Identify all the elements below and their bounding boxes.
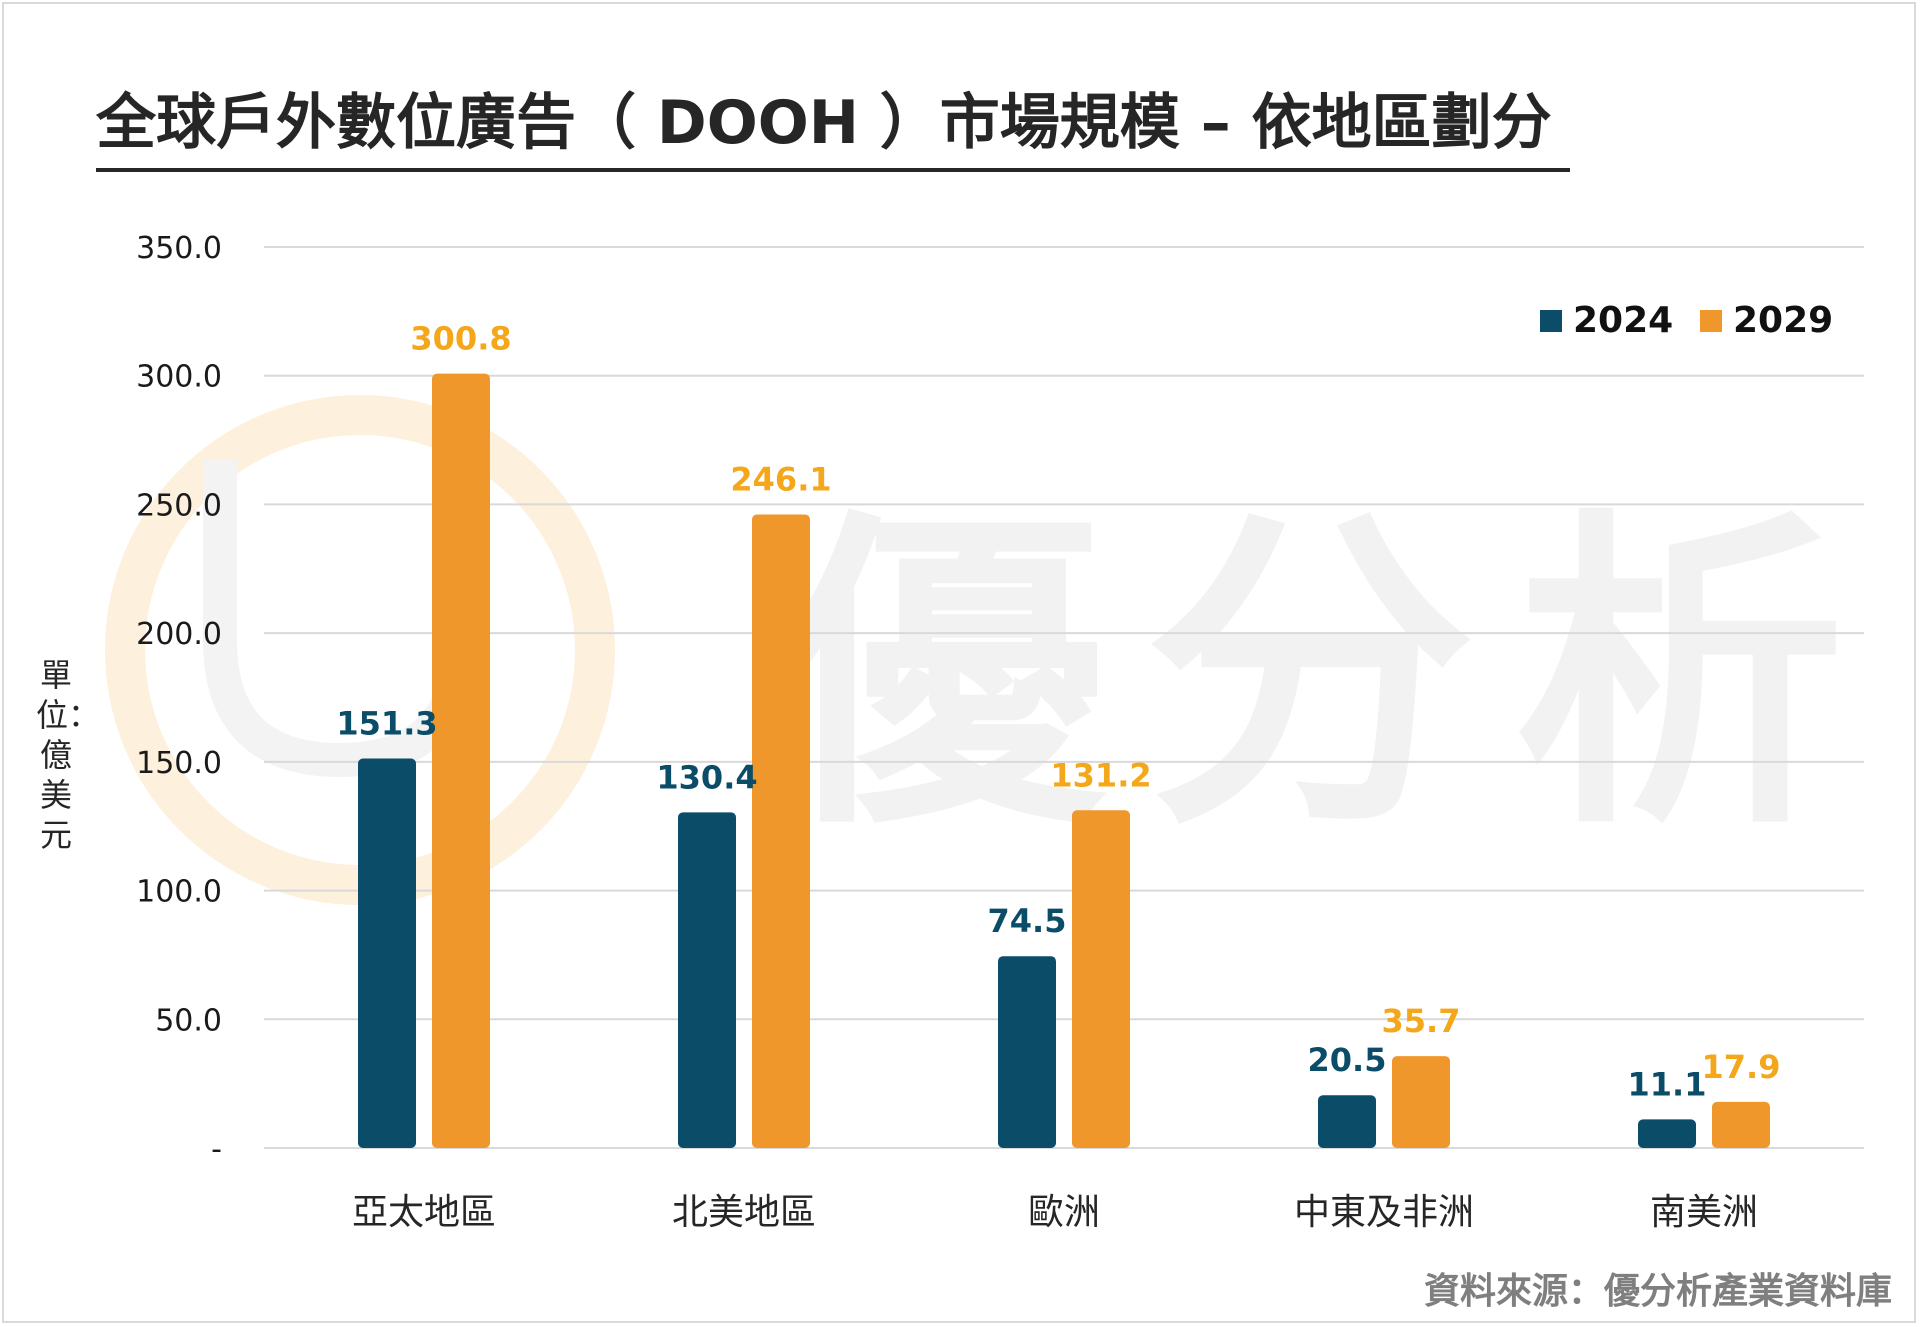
chart-title: 全球戶外數位廣告（ DOOH ）市場規模 – 依地區劃分 <box>96 88 1552 158</box>
bar-2029 <box>752 514 810 1148</box>
bar-2029 <box>1072 810 1130 1148</box>
legend-label-2029: 2029 <box>1733 300 1833 341</box>
x-axis-ticks: 亞太地區 北美地區 歐洲 中東及非洲 南美洲 <box>352 1192 1758 1233</box>
data-label-2029: 17.9 <box>1702 1048 1781 1086</box>
data-labels: 151.3 300.8 130.4 246.1 74.5 131.2 20.535.7 11.… <box>336 320 1780 1104</box>
data-label-2029: 131.2 <box>1050 756 1151 794</box>
bar-2029 <box>432 373 490 1148</box>
bar-2024 <box>358 758 416 1148</box>
source-note: 資料來源：優分析產業資料庫 <box>1423 1271 1892 1312</box>
x-tick-label: 南美洲 <box>1650 1192 1758 1233</box>
x-tick-label: 歐洲 <box>1028 1192 1100 1233</box>
data-label-2024: 130.4 <box>656 758 757 796</box>
data-label-2024: 20.5 <box>1308 1041 1387 1079</box>
y-tick-label: 250.0 <box>136 488 222 523</box>
watermark-text: 優分析 <box>770 484 1885 868</box>
y-axis-label: 單位：億美元 <box>36 656 101 854</box>
legend-label-2024: 2024 <box>1573 300 1673 341</box>
legend-swatch-2029 <box>1700 310 1722 332</box>
data-label-2029: 35.7 <box>1382 1002 1461 1040</box>
legend: 2024 2029 <box>1540 300 1833 341</box>
bar-2029 <box>1392 1056 1450 1148</box>
y-tick-label: 350.0 <box>136 231 222 266</box>
y-tick-label: 200.0 <box>136 617 222 652</box>
y-tick-label: 150.0 <box>136 746 222 781</box>
x-tick-label: 北美地區 <box>672 1192 816 1233</box>
y-tick-label: 50.0 <box>155 1003 222 1038</box>
data-label-2029: 246.1 <box>730 460 831 498</box>
data-label-2024: 74.5 <box>988 902 1067 940</box>
y-axis-ticks: - 50.0 100.0 150.0 200.0 250.0 300.0 350.0 <box>136 231 222 1167</box>
legend-swatch-2024 <box>1540 310 1562 332</box>
bar-2024 <box>1318 1095 1376 1148</box>
bar-2024 <box>678 812 736 1148</box>
title-underline <box>96 168 1570 172</box>
x-tick-label: 中東及非洲 <box>1294 1192 1474 1233</box>
bar-2029 <box>1712 1101 1770 1148</box>
bar-2024 <box>1638 1119 1696 1148</box>
gridlines <box>264 246 1864 1149</box>
bar-2024 <box>998 956 1056 1148</box>
bars <box>358 373 1770 1148</box>
y-tick-label: 300.0 <box>136 360 222 395</box>
data-label-2029: 300.8 <box>410 320 511 358</box>
data-label-2024: 151.3 <box>336 705 437 743</box>
data-label-2024: 11.1 <box>1628 1065 1707 1103</box>
y-tick-label: 100.0 <box>136 875 222 910</box>
x-tick-label: 亞太地區 <box>352 1192 496 1233</box>
y-tick-label: - <box>211 1132 222 1167</box>
